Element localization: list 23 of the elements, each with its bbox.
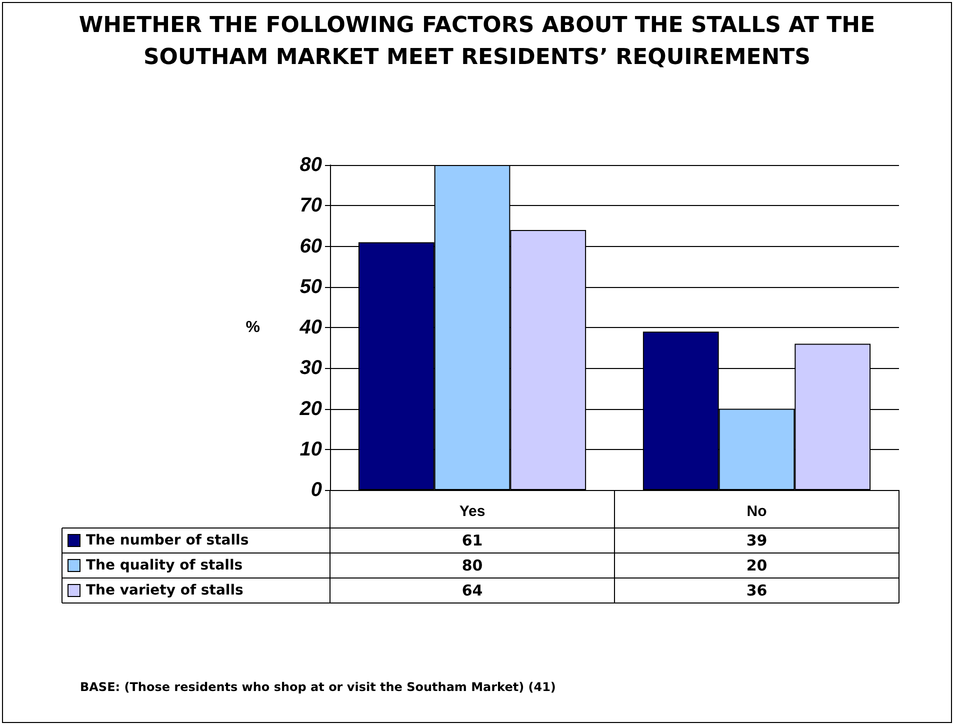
- y-tick-label: 0: [310, 479, 322, 501]
- legend-label: The quality of stalls: [86, 558, 243, 574]
- x-tick-label: No: [746, 503, 767, 520]
- chart-title: WHETHER THE FOLLOWING FACTORS ABOUT THE STALLS AT THE SOUTHAM MARKET MEET RESIDENTS’ REQUIREMENTS: [78, 12, 876, 72]
- y-axis-title: %: [246, 319, 260, 336]
- data-label: 64: [462, 582, 483, 600]
- y-tick-label: 80: [300, 154, 322, 176]
- legend-label: The variety of stalls: [86, 582, 244, 598]
- y-tick-label: 40: [298, 316, 322, 338]
- data-label: 36: [746, 582, 768, 600]
- text: BASE: (Those residents who shop at or visit the Southam Market) (41): [80, 680, 556, 694]
- y-tick-label: 50: [300, 276, 322, 298]
- x-tick-label: Yes: [459, 503, 486, 520]
- y-tick-label: 70: [300, 194, 322, 217]
- y-tick-label: 10: [300, 438, 322, 460]
- data-label: 20: [746, 556, 768, 574]
- legend-label: The number of stalls: [86, 532, 249, 548]
- y-tick-label: 20: [298, 398, 322, 420]
- y-tick-label: 60: [300, 235, 322, 258]
- data-label: 61: [462, 532, 483, 550]
- data-label: 39: [746, 532, 768, 550]
- data-label: 80: [462, 556, 483, 574]
- y-tick-label: 30: [300, 357, 322, 380]
